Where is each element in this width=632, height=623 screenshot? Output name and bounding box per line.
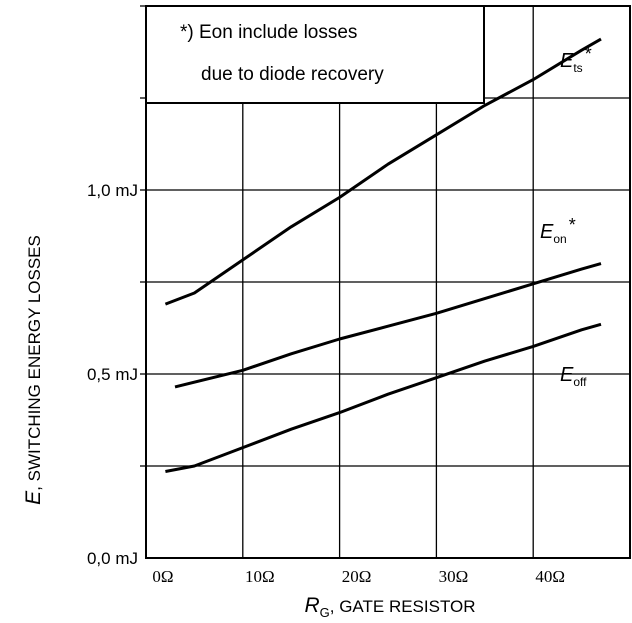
annotation-line-1: *) Eon include losses	[180, 22, 357, 43]
series-label-subscript: ts	[573, 61, 582, 75]
x-tick-label-3: 30Ω	[439, 567, 469, 586]
y-tick-labels: 0,0 mJ 0,5 mJ 1,0 mJ	[87, 181, 138, 568]
annotation-box: *) Eon include losses due to diode recov…	[145, 5, 485, 104]
x-tick-label-2: 20Ω	[342, 567, 372, 586]
series-line-eon	[174, 262, 602, 389]
series-line-ets	[164, 37, 602, 306]
x-tick-label-1: 10Ω	[245, 567, 275, 586]
x-axis-label: RG, GATE RESISTOR	[304, 594, 475, 620]
y-tick-label-2: 1,0 mJ	[87, 181, 138, 200]
series-label-star: *	[585, 44, 592, 64]
x-axis-text: , GATE RESISTOR	[330, 597, 476, 616]
series-label-subscript: on	[553, 232, 566, 246]
y-tick-label-0: 0,0 mJ	[87, 549, 138, 568]
series-label-ets: Ets*	[560, 44, 592, 75]
x-tick-label-4: 40Ω	[535, 567, 565, 586]
y-axis-symbol: E	[22, 490, 45, 505]
series-label-star: *	[569, 215, 576, 235]
y-axis-text: , SWITCHING ENERGY LOSSES	[25, 235, 44, 491]
series-label-eoff: Eoff	[560, 364, 587, 389]
series-label-eon: Eon*	[540, 215, 576, 246]
series-label-subscript: off	[573, 375, 587, 389]
series-label-symbol: E	[560, 364, 574, 386]
annotation-frame	[145, 5, 485, 104]
series-label-symbol: E	[560, 50, 574, 72]
x-axis-symbol: R	[304, 594, 319, 617]
series-curves	[164, 37, 602, 473]
y-tick-label-1: 0,5 mJ	[87, 365, 138, 384]
annotation-line-2: due to diode recovery	[201, 64, 384, 85]
x-tick-label-0: 0Ω	[152, 567, 173, 586]
series-label-symbol: E	[540, 221, 554, 243]
x-tick-labels: 0Ω 10Ω 20Ω 30Ω 40Ω	[152, 567, 565, 586]
x-axis-subscript: G	[320, 605, 330, 620]
series-line-eoff	[165, 322, 602, 473]
y-axis-label: E, SWITCHING ENERGY LOSSES	[22, 235, 45, 505]
series-labels: Ets*Eon*Eoff	[540, 44, 592, 389]
